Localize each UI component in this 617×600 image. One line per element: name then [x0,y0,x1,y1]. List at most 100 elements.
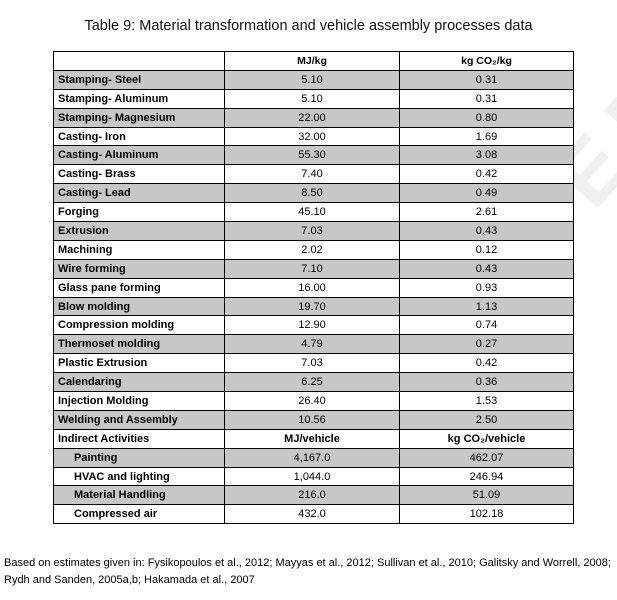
row-co2-value: 1.69 [399,126,574,147]
row-label: Thermoset molding [53,334,225,355]
indirect-body: Painting 4,167.0 462.07 HVAC and lighting 1,… [53,447,574,525]
header-mj-per-kg: MJ/kg [224,51,400,71]
row-co2-value: 462.07 [399,447,574,468]
table-row: Thermoset molding 4.79 0.27 [53,334,574,355]
indirect-section: Indirect Activities MJ/vehicle kg CO₂/ve… [53,428,574,449]
table-caption: Table 9: Material transformation and veh… [84,18,533,34]
row-label: Compression molding [53,315,225,336]
table-row: Painting 4,167.0 462.07 [53,447,574,468]
table-row: Welding and Assembly 10.56 2.50 [53,409,574,430]
row-co2-value: 0.42 [399,164,574,185]
row-co2-value: 0.31 [399,88,574,109]
table-row: Machining 2.02 0.12 [53,239,574,260]
table-row: Glass pane forming 16.00 0.93 [53,277,574,298]
row-label: Machining [53,239,225,260]
table-row: Wire forming 7.10 0.43 [53,258,574,279]
process-data-table: MJ/kg kg CO₂/kg Stamping- Steel 5.10 0.31 S… [53,51,574,525]
row-co2-value: 0.31 [399,69,574,90]
row-mj-value: 32.00 [224,126,400,147]
table-row: Casting- Lead 8.50 0.49 [53,183,574,204]
row-label: Plastic Extrusion [53,353,225,374]
row-label: Injection Molding [53,391,225,411]
row-mj-value: 16.00 [224,277,400,298]
table-row: Compressed air 432.0 102.18 [53,504,574,525]
table-row: Material Handling 216.0 51.09 [53,485,574,506]
table-row: Casting- Brass 7.40 0.42 [53,164,574,185]
row-mj-value: 4.79 [224,334,400,355]
row-co2-value: 0.80 [399,107,574,128]
indirect-header-row: Indirect Activities MJ/vehicle kg CO₂/ve… [53,428,574,449]
row-label: Casting- Iron [53,126,225,147]
row-label: Casting- Aluminum [53,145,225,166]
table-row: Stamping- Magnesium 22.00 0.80 [53,107,574,128]
table-row: Compression molding 12.90 0.74 [53,315,574,336]
table-row: Extrusion 7.03 0.43 [53,221,574,241]
row-mj-value: 216.0 [224,485,400,506]
row-mj-value: 10.56 [224,409,400,430]
row-label: Material Handling [53,485,225,506]
table-row: Blow molding 19.70 1.13 [53,296,574,317]
row-co2-value: 246.94 [399,466,574,487]
row-co2-value: 0.42 [399,353,574,374]
row-co2-value: 0.43 [399,221,574,241]
row-mj-value: 7.40 [224,164,400,185]
row-co2-value: 2.61 [399,202,574,223]
row-label: Blow molding [53,296,225,317]
row-label: Wire forming [53,258,225,279]
row-co2-value: 0.27 [399,334,574,355]
row-mj-value: 5.10 [224,69,400,90]
table-row: Casting- Iron 32.00 1.69 [53,126,574,147]
row-mj-value: 26.40 [224,391,400,411]
row-mj-value: 2.02 [224,239,400,260]
table-row: Plastic Extrusion 7.03 0.42 [53,353,574,374]
row-mj-value: 6.25 [224,372,400,393]
row-label: HVAC and lighting [53,466,225,487]
row-co2-value: 3.08 [399,145,574,166]
row-co2-value: 102.18 [399,504,574,525]
row-co2-value: 0.49 [399,183,574,204]
row-mj-value: 7.03 [224,353,400,374]
row-label: Extrusion [53,221,225,241]
row-co2-value: 0.93 [399,277,574,298]
row-co2-value: 0.36 [399,372,574,393]
row-label: Casting- Lead [53,183,225,204]
row-mj-value: 55.30 [224,145,400,166]
source-note: Based on estimates given in: Fysikopoulo… [4,557,611,586]
indirect-co2-header: kg CO₂/vehicle [399,428,574,449]
row-co2-value: 0.12 [399,239,574,260]
row-label: Compressed air [53,504,225,525]
row-mj-value: 22.00 [224,107,400,128]
indirect-label: Indirect Activities [53,428,225,449]
row-label: Forging [53,202,225,223]
row-mj-value: 7.03 [224,221,400,241]
row-label: Painting [53,447,225,468]
row-label: Calendaring [53,372,225,393]
row-mj-value: 7.10 [224,258,400,279]
row-label: Glass pane forming [53,277,225,298]
row-label: Stamping- Steel [53,69,225,90]
row-label: Stamping- Aluminum [53,88,225,109]
row-co2-value: 1.53 [399,391,574,411]
header-co2-per-kg: kg CO₂/kg [399,51,574,71]
row-mj-value: 12.90 [224,315,400,336]
row-co2-value: 0.43 [399,258,574,279]
table-header-row: MJ/kg kg CO₂/kg [53,51,574,71]
row-label: Welding and Assembly [53,409,225,430]
row-mj-value: 432.0 [224,504,400,525]
row-mj-value: 4,167.0 [224,447,400,468]
row-co2-value: 1.13 [399,296,574,317]
table-row: Stamping- Aluminum 5.10 0.31 [53,88,574,109]
table-row: Stamping- Steel 5.10 0.31 [53,69,574,90]
table-row: Calendaring 6.25 0.36 [53,372,574,393]
table-row: HVAC and lighting 1,044.0 246.94 [53,466,574,487]
row-mj-value: 5.10 [224,88,400,109]
row-co2-value: 0.74 [399,315,574,336]
row-co2-value: 51.09 [399,485,574,506]
row-mj-value: 19.70 [224,296,400,317]
row-co2-value: 2.50 [399,409,574,430]
row-mj-value: 8.50 [224,183,400,204]
row-mj-value: 1,044.0 [224,466,400,487]
table-body: Stamping- Steel 5.10 0.31 Stamping- Aluminu… [53,69,574,430]
table-row: Casting- Aluminum 55.30 3.08 [53,145,574,166]
indirect-mj-header: MJ/vehicle [224,428,400,449]
